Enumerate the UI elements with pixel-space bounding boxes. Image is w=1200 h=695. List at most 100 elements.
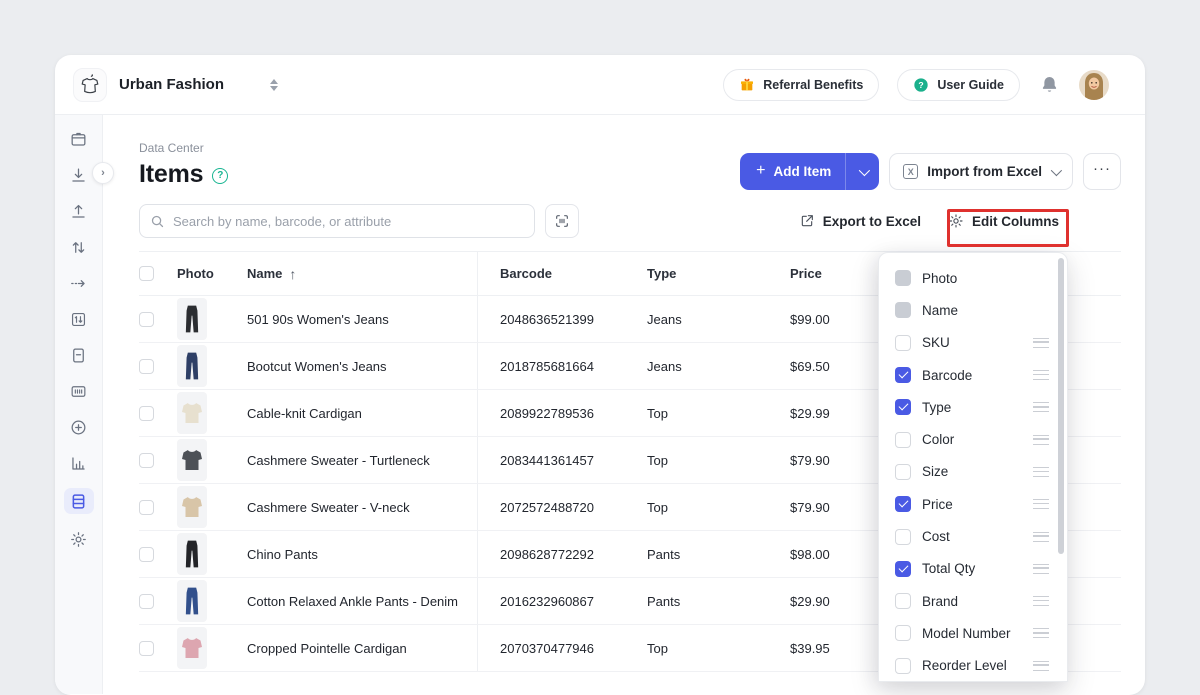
column-checkbox[interactable] [895,335,911,351]
row-checkbox[interactable] [139,641,154,656]
workspace-switcher-icon[interactable] [270,79,278,91]
import-from-excel-label: Import from Excel [927,164,1042,179]
column-label: Total Qty [922,561,975,576]
more-actions-button[interactable]: ··· [1083,153,1121,190]
column-header-name[interactable]: Name ↑ [247,252,478,295]
row-checkbox[interactable] [139,359,154,374]
column-checkbox[interactable] [895,593,911,609]
sidebar-item-stock-out[interactable] [66,200,92,222]
column-checkbox[interactable] [895,464,911,480]
row-checkbox[interactable] [139,406,154,421]
column-toggle-item[interactable]: SKU [879,327,1067,359]
column-checkbox[interactable] [895,399,911,415]
page-help-icon[interactable]: ? [212,168,228,184]
row-checkbox[interactable] [139,453,154,468]
column-toggle-item[interactable]: Barcode [879,359,1067,391]
column-checkbox[interactable] [895,529,911,545]
sidebar-item-count[interactable] [66,308,92,330]
item-type: Top [647,406,790,421]
drag-handle-icon[interactable] [1033,661,1049,671]
sidebar-item-settings[interactable] [66,528,92,550]
sidebar-item-stock-in[interactable] [66,164,92,186]
user-avatar[interactable] [1079,70,1109,100]
column-toggle-item[interactable]: Model Number [879,617,1067,649]
drag-handle-icon[interactable] [1033,499,1049,509]
row-checkbox[interactable] [139,312,154,327]
panel-scrollbar[interactable] [1058,258,1064,554]
column-checkbox[interactable] [895,496,911,512]
item-photo [177,486,207,528]
column-toggle-item[interactable]: Size [879,456,1067,488]
column-header-type[interactable]: Type [647,266,790,281]
bar-chart-icon [69,454,88,473]
drag-handle-icon[interactable] [1033,370,1049,380]
sidebar-item-labels[interactable] [66,380,92,402]
drag-handle-icon[interactable] [1033,338,1049,348]
row-checkbox[interactable] [139,500,154,515]
referral-benefits-label: Referral Benefits [763,78,863,92]
sidebar-item-data-center[interactable] [64,488,94,514]
column-checkbox[interactable] [895,270,911,286]
column-header-photo[interactable]: Photo [177,266,247,281]
item-photo [177,392,207,434]
item-photo [177,439,207,481]
column-header-barcode[interactable]: Barcode [478,266,647,281]
drag-handle-icon[interactable] [1033,467,1049,477]
column-checkbox[interactable] [895,561,911,577]
column-toggle-item[interactable]: Type [879,391,1067,423]
column-toggle-item[interactable]: Brand [879,585,1067,617]
sidebar-item-reports[interactable] [66,452,92,474]
add-item-button[interactable]: + Add Item [740,153,879,190]
add-item-dropdown-button[interactable] [845,153,879,190]
sidebar-item-add[interactable] [66,416,92,438]
column-checkbox[interactable] [895,658,911,674]
column-checkbox[interactable] [895,625,911,641]
drag-handle-icon[interactable] [1033,532,1049,542]
row-checkbox[interactable] [139,547,154,562]
column-toggle-item[interactable]: Color [879,423,1067,455]
count-sheet-icon [69,310,88,329]
item-name: 501 90s Women's Jeans [247,296,478,342]
sidebar-expand-icon[interactable]: › [92,162,114,184]
item-photo [177,580,207,622]
drag-handle-icon[interactable] [1033,402,1049,412]
drag-handle-icon[interactable] [1033,435,1049,445]
chevron-down-icon [1051,164,1062,175]
column-toggle-item[interactable]: Name [879,294,1067,326]
drag-handle-icon[interactable] [1033,628,1049,638]
column-toggle-item[interactable]: Price [879,488,1067,520]
search-input[interactable] [173,214,524,229]
column-toggle-item[interactable]: Cost [879,520,1067,552]
workspace-logo[interactable] [73,68,107,102]
column-toggle-item[interactable]: Photo [879,262,1067,294]
sidebar-item-documents[interactable] [66,344,92,366]
row-checkbox[interactable] [139,594,154,609]
document-icon [69,346,88,365]
column-toggle-item[interactable]: Total Qty [879,553,1067,585]
notifications-bell-icon[interactable] [1040,75,1059,94]
drag-handle-icon[interactable] [1033,564,1049,574]
column-checkbox[interactable] [895,367,911,383]
search-icon [150,214,165,229]
import-from-excel-button[interactable]: X Import from Excel [889,153,1073,190]
edit-columns-button[interactable]: Edit Columns [948,213,1059,229]
select-all-checkbox[interactable] [139,266,154,281]
sidebar-item-package[interactable] [66,128,92,150]
user-guide-button[interactable]: ? User Guide [897,69,1020,101]
sidebar-item-move[interactable] [66,272,92,294]
column-checkbox[interactable] [895,432,911,448]
export-to-excel-button[interactable]: Export to Excel [799,213,921,229]
column-label: Size [922,464,948,479]
item-barcode: 2070370477946 [478,641,647,656]
drag-handle-icon[interactable] [1033,596,1049,606]
search-bar[interactable] [139,204,535,238]
column-checkbox[interactable] [895,302,911,318]
referral-benefits-button[interactable]: Referral Benefits [723,69,879,101]
sidebar-item-adjust[interactable] [66,236,92,258]
column-toggle-item[interactable]: Reorder Level [879,650,1067,682]
gift-icon [739,77,755,93]
barcode-scan-button[interactable] [545,204,579,238]
sort-asc-icon[interactable]: ↑ [289,266,296,282]
export-icon [799,213,815,229]
item-barcode: 2089922789536 [478,406,647,421]
